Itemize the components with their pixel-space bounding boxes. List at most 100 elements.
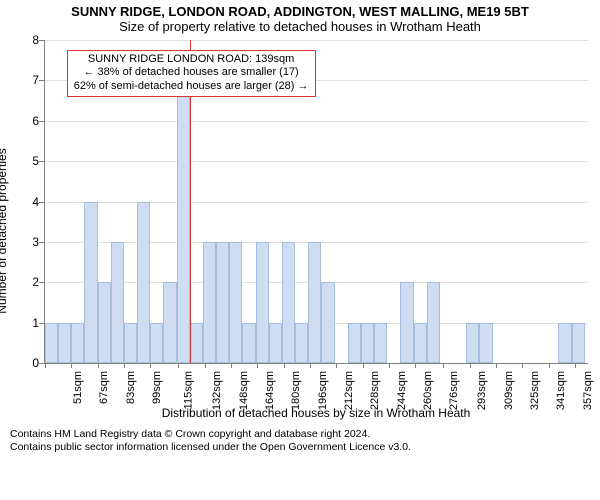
- histogram-bar: [71, 323, 84, 363]
- gridline: [45, 40, 588, 41]
- x-tick: [71, 363, 72, 368]
- histogram-bar: [256, 242, 269, 363]
- x-tick: [470, 363, 471, 368]
- plot-area: 01234567851sqm67sqm83sqm99sqm115sqm132sq…: [44, 40, 588, 364]
- x-tick-label: 212sqm: [343, 371, 355, 410]
- annotation-box: SUNNY RIDGE LONDON ROAD: 139sqm← 38% of …: [67, 50, 316, 97]
- x-tick-label: 276sqm: [448, 371, 460, 410]
- x-tick-label: 228sqm: [369, 371, 381, 410]
- chart: Number of detached properties 0123456785…: [8, 36, 592, 426]
- x-tick: [389, 363, 390, 368]
- x-tick: [98, 363, 99, 368]
- x-tick-label: 99sqm: [151, 371, 163, 404]
- x-tick-label: 180sqm: [290, 371, 302, 410]
- histogram-bar: [374, 323, 387, 363]
- footer-line-2: Contains public sector information licen…: [10, 441, 592, 454]
- histogram-bar: [229, 242, 242, 363]
- x-tick: [363, 363, 364, 368]
- x-tick: [178, 363, 179, 368]
- y-tick-label: 6: [23, 114, 39, 128]
- histogram-bar: [242, 323, 255, 363]
- x-tick: [257, 363, 258, 368]
- x-tick-label: 164sqm: [264, 371, 276, 410]
- x-tick: [45, 363, 46, 368]
- x-tick: [549, 363, 550, 368]
- x-tick-label: 51sqm: [72, 371, 84, 404]
- gridline: [45, 202, 588, 203]
- histogram-bar: [321, 282, 334, 363]
- x-tick: [231, 363, 232, 368]
- histogram-bar: [124, 323, 137, 363]
- histogram-bar: [558, 323, 571, 363]
- y-tick-label: 7: [23, 73, 39, 87]
- x-tick-label: 196sqm: [317, 371, 329, 410]
- histogram-bar: [295, 323, 308, 363]
- histogram-bar: [466, 323, 479, 363]
- x-tick: [575, 363, 576, 368]
- x-tick-label: 260sqm: [422, 371, 434, 410]
- x-tick-label: 67sqm: [98, 371, 110, 404]
- x-tick: [310, 363, 311, 368]
- x-tick: [150, 363, 151, 368]
- histogram-bar: [479, 323, 492, 363]
- histogram-bar: [427, 282, 440, 363]
- gridline: [45, 121, 588, 122]
- histogram-bar: [414, 323, 427, 363]
- annotation-line: 62% of semi-detached houses are larger (…: [74, 80, 309, 94]
- y-tick: [39, 242, 45, 243]
- x-tick-label: 83sqm: [125, 371, 137, 404]
- histogram-bar: [348, 323, 361, 363]
- x-tick: [124, 363, 125, 368]
- histogram-bar: [84, 202, 97, 364]
- y-tick-label: 4: [23, 195, 39, 209]
- histogram-bar: [177, 80, 190, 363]
- histogram-bar: [269, 323, 282, 363]
- x-tick-label: 115sqm: [183, 371, 195, 409]
- histogram-bar: [216, 242, 229, 363]
- histogram-bar: [98, 282, 111, 363]
- histogram-bar: [58, 323, 71, 363]
- x-tick-label: 309sqm: [503, 371, 515, 410]
- histogram-bar: [150, 323, 163, 363]
- histogram-bar: [572, 323, 585, 363]
- y-tick: [39, 40, 45, 41]
- histogram-bar: [190, 323, 203, 363]
- histogram-bar: [400, 282, 413, 363]
- y-tick: [39, 202, 45, 203]
- page: SUNNY RIDGE, LONDON ROAD, ADDINGTON, WES…: [0, 0, 600, 500]
- histogram-bar: [137, 202, 150, 364]
- x-tick-label: 244sqm: [396, 371, 408, 410]
- x-tick: [443, 363, 444, 368]
- y-tick-label: 2: [23, 275, 39, 289]
- y-tick-label: 0: [23, 356, 39, 370]
- page-title: SUNNY RIDGE, LONDON ROAD, ADDINGTON, WES…: [8, 4, 592, 19]
- x-tick-label: 357sqm: [582, 371, 594, 410]
- y-tick-label: 1: [23, 316, 39, 330]
- x-tick: [415, 363, 416, 368]
- annotation-line: SUNNY RIDGE LONDON ROAD: 139sqm: [74, 53, 309, 67]
- x-tick: [496, 363, 497, 368]
- x-axis-label: Distribution of detached houses by size …: [44, 406, 588, 420]
- histogram-bar: [203, 242, 216, 363]
- x-tick: [336, 363, 337, 368]
- y-axis-label: Number of detached properties: [0, 148, 9, 313]
- x-tick-label: 293sqm: [476, 371, 488, 410]
- histogram-bar: [282, 242, 295, 363]
- x-tick-label: 341sqm: [555, 371, 567, 410]
- histogram-bar: [45, 323, 58, 363]
- y-tick: [39, 282, 45, 283]
- y-tick-label: 5: [23, 154, 39, 168]
- histogram-bar: [163, 282, 176, 363]
- x-tick: [284, 363, 285, 368]
- footer-line-1: Contains HM Land Registry data © Crown c…: [10, 428, 592, 441]
- x-tick: [205, 363, 206, 368]
- page-subtitle: Size of property relative to detached ho…: [8, 19, 592, 34]
- x-tick-label: 148sqm: [238, 371, 250, 410]
- x-tick-label: 132sqm: [211, 371, 223, 410]
- footer: Contains HM Land Registry data © Crown c…: [8, 428, 592, 454]
- annotation-line: ← 38% of detached houses are smaller (17…: [74, 66, 309, 80]
- y-tick: [39, 80, 45, 81]
- histogram-bar: [308, 242, 321, 363]
- y-tick: [39, 161, 45, 162]
- gridline: [45, 161, 588, 162]
